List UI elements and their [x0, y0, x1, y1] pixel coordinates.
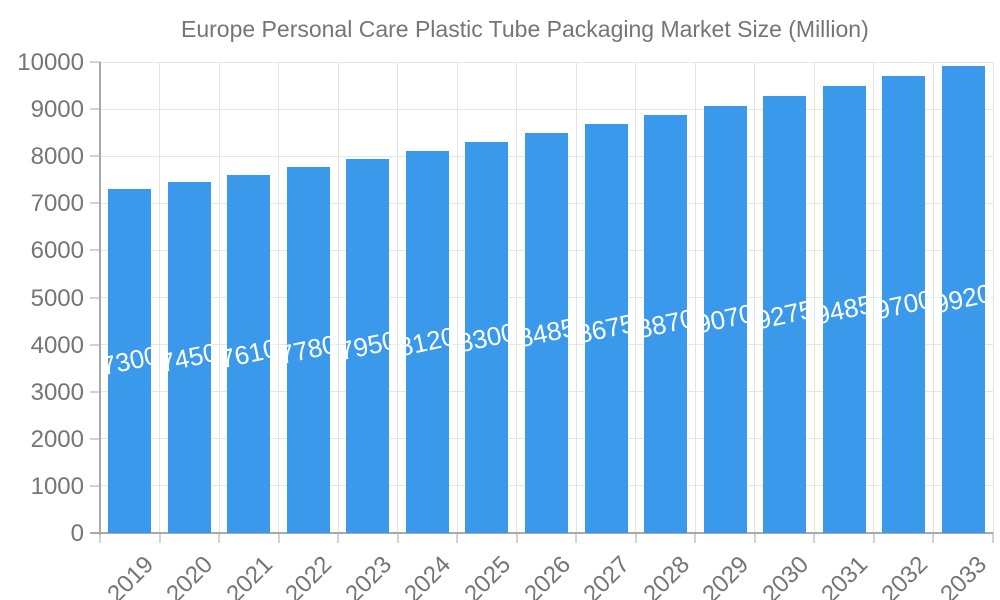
x-axis-line: [90, 532, 993, 534]
y-axis-tick-label: 5000: [30, 284, 84, 312]
x-axis-tick: [575, 533, 578, 543]
y-axis-tick: [90, 437, 100, 440]
x-axis-tick: [218, 533, 221, 543]
x-axis-tick: [337, 533, 340, 543]
bar-2021: [227, 174, 271, 533]
y-gridline: [100, 108, 993, 110]
y-axis-tick: [90, 202, 100, 205]
x-axis-tick: [158, 533, 161, 543]
x-axis-tick: [694, 533, 697, 543]
bar-2032: [882, 76, 926, 533]
legend-color-swatch[interactable]: [90, 16, 168, 43]
x-axis-tick: [634, 533, 637, 543]
y-axis-tick: [90, 108, 100, 111]
x-gridline: [813, 62, 815, 533]
x-axis-tick: [396, 533, 399, 543]
x-gridline: [932, 62, 934, 533]
x-axis-tick-label-2019: 2019: [102, 551, 159, 600]
y-axis-line: [99, 62, 101, 535]
bar-2031: [822, 86, 866, 533]
y-axis-tick-label: 2000: [30, 425, 84, 453]
x-gridline: [873, 62, 875, 533]
y-axis-tick: [90, 61, 100, 63]
x-gridline: [159, 62, 161, 533]
y-axis-tick: [90, 296, 100, 299]
x-axis-tick: [277, 533, 280, 543]
y-axis-tick: [90, 390, 100, 393]
x-axis-tick: [872, 533, 875, 543]
bar-2029: [703, 105, 747, 533]
x-axis-tick: [992, 533, 994, 543]
y-axis-tick-label: 1000: [30, 472, 84, 500]
y-axis-tick: [90, 249, 100, 252]
y-axis-tick-label: 3000: [30, 378, 84, 406]
x-gridline: [575, 62, 577, 533]
bar-2028: [644, 115, 688, 533]
bar-2026: [525, 133, 568, 533]
bar-2023: [346, 158, 390, 533]
y-axis-tick: [90, 155, 100, 158]
y-axis-tick-label: 0: [70, 520, 84, 547]
bar-2025: [465, 142, 509, 533]
x-gridline: [278, 62, 280, 533]
bar-2027: [584, 124, 628, 533]
x-gridline: [516, 62, 518, 533]
x-axis-tick: [753, 533, 756, 543]
x-gridline: [635, 62, 637, 533]
y-axis-tick-label: 8000: [30, 143, 84, 171]
chart-title: Europe Personal Care Plastic Tube Packag…: [181, 16, 869, 42]
bar-2030: [763, 96, 807, 533]
x-axis-tick: [932, 533, 935, 543]
x-gridline: [992, 62, 994, 533]
x-gridline: [397, 62, 399, 533]
y-axis-tick: [90, 343, 100, 346]
y-axis-tick-label: 7000: [30, 190, 84, 218]
y-gridline: [100, 61, 993, 63]
bar-2033: [941, 65, 985, 533]
x-gridline: [337, 62, 339, 533]
x-axis-tick: [515, 533, 518, 543]
bar-2024: [405, 150, 449, 533]
x-axis-tick: [813, 533, 816, 543]
y-axis-tick-label: 10000: [17, 49, 84, 76]
y-axis-tick-label: 9000: [30, 96, 84, 124]
y-axis-tick-label: 4000: [30, 331, 84, 359]
x-gridline: [694, 62, 696, 533]
x-gridline: [218, 62, 220, 533]
x-gridline: [754, 62, 756, 533]
x-gridline: [456, 62, 458, 533]
x-axis-tick: [456, 533, 459, 543]
x-axis-tick: [99, 533, 101, 543]
y-axis-tick: [90, 484, 100, 487]
bar-2022: [286, 166, 330, 533]
bar-2020: [167, 182, 211, 533]
bar-2019: [108, 189, 152, 533]
y-axis-tick-label: 6000: [30, 237, 84, 265]
legend-item[interactable]: Europe Personal Care Plastic Tube Packag…: [90, 16, 869, 43]
